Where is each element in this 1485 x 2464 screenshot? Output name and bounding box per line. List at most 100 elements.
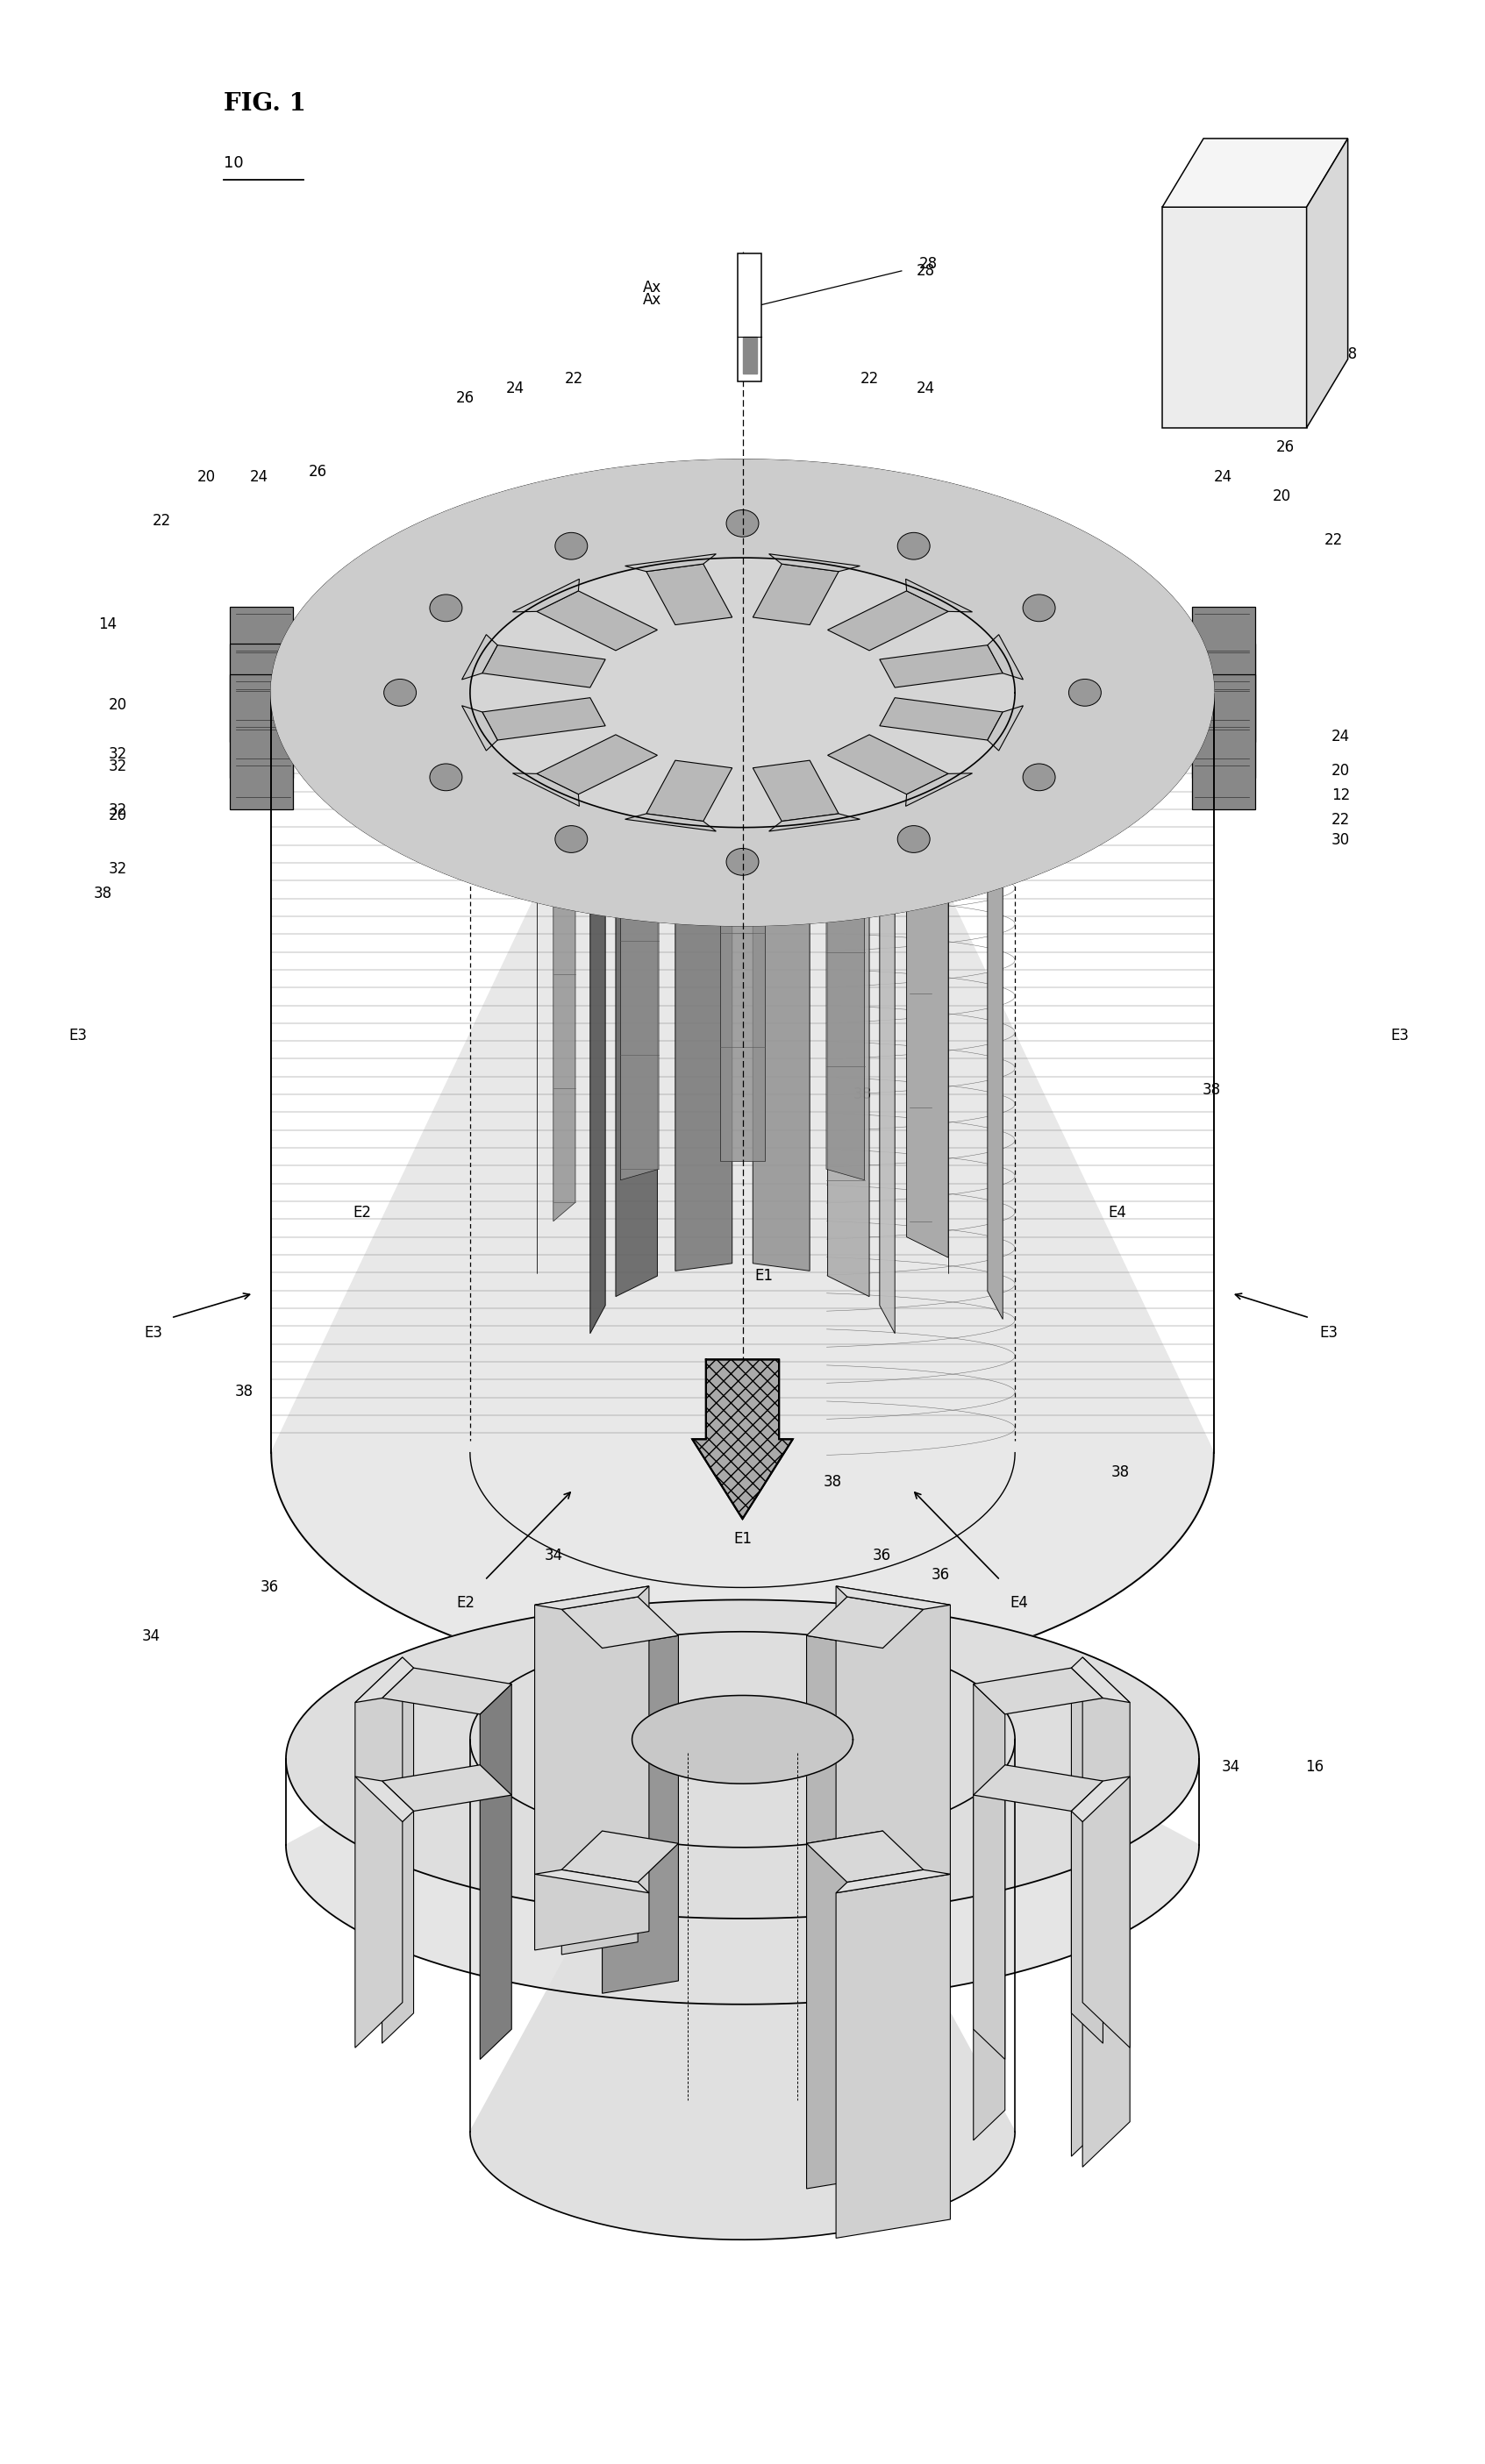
Polygon shape <box>625 554 716 572</box>
Text: 10: 10 <box>224 155 244 170</box>
Polygon shape <box>836 1587 950 1609</box>
Polygon shape <box>826 599 864 1180</box>
Polygon shape <box>836 1875 950 2237</box>
Text: 12: 12 <box>1332 788 1350 803</box>
Text: 26: 26 <box>309 463 327 480</box>
Polygon shape <box>906 774 973 806</box>
Ellipse shape <box>897 825 930 853</box>
Polygon shape <box>621 599 659 1180</box>
Ellipse shape <box>1069 680 1102 707</box>
Polygon shape <box>769 813 860 830</box>
Polygon shape <box>973 1764 1005 2141</box>
Polygon shape <box>633 1695 852 1784</box>
Ellipse shape <box>555 825 588 853</box>
Text: 26: 26 <box>1276 439 1295 456</box>
Polygon shape <box>646 564 732 626</box>
Ellipse shape <box>897 532 930 559</box>
Polygon shape <box>1071 1781 1103 2156</box>
Text: E3: E3 <box>1320 1326 1338 1340</box>
Polygon shape <box>355 1658 402 2048</box>
Text: 34: 34 <box>545 1547 563 1565</box>
Polygon shape <box>1083 1777 1130 2166</box>
Text: 24: 24 <box>1213 468 1233 485</box>
Text: 24: 24 <box>506 379 524 397</box>
Polygon shape <box>535 1587 649 1609</box>
Text: E2: E2 <box>353 1205 371 1220</box>
Polygon shape <box>720 591 765 1161</box>
Polygon shape <box>590 660 606 1333</box>
Text: 28: 28 <box>916 264 936 278</box>
Polygon shape <box>973 1668 1103 1715</box>
Polygon shape <box>753 564 839 626</box>
Polygon shape <box>462 636 497 680</box>
Text: 22: 22 <box>1325 532 1342 549</box>
Polygon shape <box>1307 138 1348 429</box>
Polygon shape <box>827 591 949 650</box>
Polygon shape <box>382 1764 512 1811</box>
Text: 38: 38 <box>824 1473 842 1491</box>
Polygon shape <box>1191 643 1255 779</box>
Text: 20: 20 <box>1273 488 1292 505</box>
Polygon shape <box>738 254 762 382</box>
Polygon shape <box>287 1599 1198 2003</box>
Text: 38: 38 <box>1111 1464 1129 1481</box>
Polygon shape <box>483 646 606 687</box>
Polygon shape <box>625 813 716 830</box>
Polygon shape <box>355 1777 414 1821</box>
Polygon shape <box>1163 207 1307 429</box>
Text: Ax: Ax <box>643 293 661 308</box>
Polygon shape <box>1163 138 1348 207</box>
Polygon shape <box>1071 1668 1103 2043</box>
Text: E4: E4 <box>1010 1594 1029 1611</box>
Polygon shape <box>535 1870 649 1892</box>
Polygon shape <box>536 734 658 793</box>
Polygon shape <box>879 660 895 1333</box>
Polygon shape <box>988 636 1023 680</box>
Polygon shape <box>879 697 1002 739</box>
Text: 36: 36 <box>931 1567 949 1584</box>
Text: 22: 22 <box>1332 813 1350 828</box>
Text: 38: 38 <box>852 1087 872 1101</box>
Polygon shape <box>846 1870 924 2227</box>
Polygon shape <box>806 1831 882 2188</box>
Polygon shape <box>973 1764 1103 1811</box>
Polygon shape <box>1083 1658 1130 2048</box>
Polygon shape <box>462 705 497 752</box>
Polygon shape <box>846 1597 924 1954</box>
Text: 20: 20 <box>196 468 215 485</box>
Text: E1: E1 <box>734 1530 751 1547</box>
Polygon shape <box>910 633 931 1222</box>
Text: Ax: Ax <box>643 281 661 296</box>
Polygon shape <box>230 606 294 742</box>
Text: 36: 36 <box>872 1547 891 1565</box>
Polygon shape <box>272 461 1213 1685</box>
Polygon shape <box>879 646 1002 687</box>
Polygon shape <box>988 646 1002 1318</box>
Polygon shape <box>561 1831 679 1882</box>
Text: 32: 32 <box>108 803 126 818</box>
Polygon shape <box>973 1683 1005 2060</box>
Text: 20: 20 <box>108 697 126 712</box>
Text: E2: E2 <box>456 1594 475 1611</box>
Polygon shape <box>471 1631 1014 2240</box>
Polygon shape <box>561 1597 679 1648</box>
Text: 38: 38 <box>94 885 113 902</box>
Text: 34: 34 <box>1221 1759 1240 1774</box>
Text: 38: 38 <box>1201 1082 1221 1096</box>
Polygon shape <box>753 618 809 1271</box>
Polygon shape <box>603 1636 679 1993</box>
Ellipse shape <box>383 680 416 707</box>
Text: 16: 16 <box>1305 1759 1323 1774</box>
Text: 32: 32 <box>108 862 126 877</box>
Text: 26: 26 <box>456 389 474 407</box>
Polygon shape <box>272 461 1213 926</box>
Polygon shape <box>561 1597 639 1954</box>
Polygon shape <box>1191 606 1255 742</box>
Text: 32: 32 <box>108 747 126 761</box>
Polygon shape <box>753 761 839 821</box>
Polygon shape <box>806 1831 924 1882</box>
Text: E4: E4 <box>1108 1205 1126 1220</box>
Ellipse shape <box>1023 594 1056 621</box>
Text: 14: 14 <box>98 616 116 631</box>
Polygon shape <box>483 697 606 739</box>
